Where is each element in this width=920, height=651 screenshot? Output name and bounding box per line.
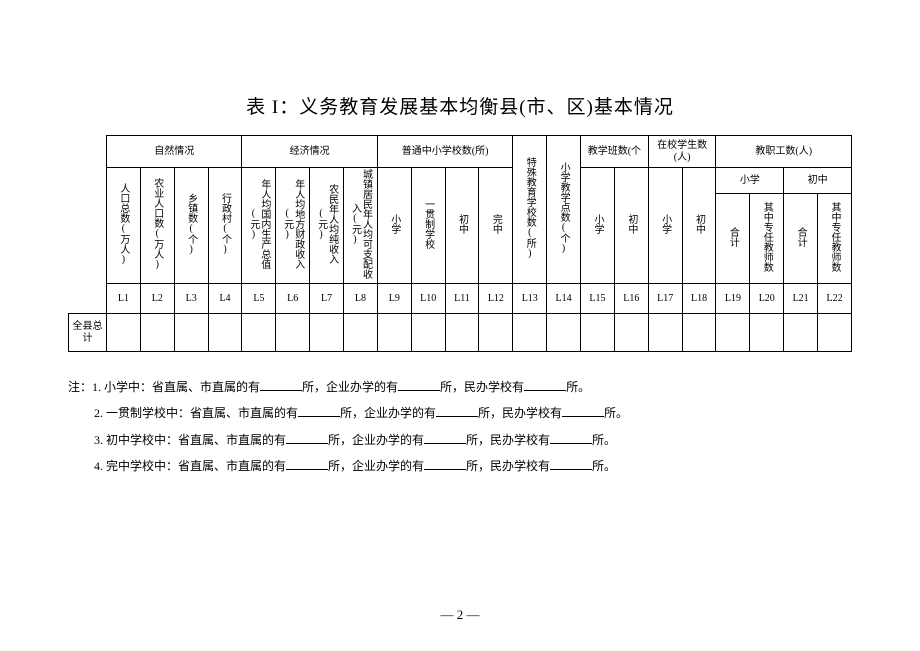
- note-1: 注：1. 小学中：省直属、市直属的有所，企业办学的有所，民办学校有所。: [68, 374, 852, 400]
- col-villages: 行政村(个): [208, 168, 242, 284]
- code-l16: L16: [614, 284, 648, 314]
- data-cell: [479, 314, 513, 352]
- data-cell: [411, 314, 445, 352]
- col-class-primary: 小学: [581, 168, 615, 284]
- code-l13: L13: [513, 284, 547, 314]
- col-complete: 完中: [479, 168, 513, 284]
- code-l6: L6: [276, 284, 310, 314]
- data-cell: [310, 314, 344, 352]
- col-special-schools: 特殊教育学校数(所): [513, 136, 547, 284]
- col-primary: 小学: [377, 168, 411, 284]
- data-cell: [547, 314, 581, 352]
- data-cell: [716, 314, 750, 352]
- col-junior: 初中: [445, 168, 479, 284]
- code-l15: L15: [581, 284, 615, 314]
- note-2: 2. 一贯制学校中：省直属、市直属的有所，企业办学的有所，民办学校有所。: [68, 400, 852, 426]
- col-fiscal: 年人均地方财政收入(元): [276, 168, 310, 284]
- group-staff: 教职工数(人): [716, 136, 852, 168]
- table-title: 表 I：义务教育发展基本均衡县(市、区)基本情况: [0, 0, 920, 135]
- data-cell: [614, 314, 648, 352]
- col-staff-primary-total: 合计: [716, 194, 750, 284]
- col-agri-pop: 农业人口数(万人): [140, 168, 174, 284]
- col-urban-income: 城镇居民年人均可支配收入(元): [344, 168, 378, 284]
- code-l17: L17: [648, 284, 682, 314]
- code-l4: L4: [208, 284, 242, 314]
- group-students: 在校学生数(人): [648, 136, 716, 168]
- table-container: 自然情况 经济情况 普通中小学校数(所) 特殊教育学校数(所) 小学教学点数(个…: [0, 135, 920, 352]
- code-l2: L2: [140, 284, 174, 314]
- col-staff-junior-total: 合计: [784, 194, 818, 284]
- code-l19: L19: [716, 284, 750, 314]
- code-l22: L22: [818, 284, 852, 314]
- group-economic: 经济情况: [242, 136, 377, 168]
- col-student-primary: 小学: [648, 168, 682, 284]
- code-l11: L11: [445, 284, 479, 314]
- main-table: 自然情况 经济情况 普通中小学校数(所) 特殊教育学校数(所) 小学教学点数(个…: [68, 135, 852, 352]
- col-student-junior: 初中: [682, 168, 716, 284]
- col-farmer-income: 农民年人均纯收入(元): [310, 168, 344, 284]
- staff-primary-header: 小学: [716, 168, 784, 194]
- code-l8: L8: [344, 284, 378, 314]
- data-cell: [513, 314, 547, 352]
- data-cell: [784, 314, 818, 352]
- col-teaching-points: 小学教学点数(个): [547, 136, 581, 284]
- data-cell: [682, 314, 716, 352]
- notes-section: 注：1. 小学中：省直属、市直属的有所，企业办学的有所，民办学校有所。 2. 一…: [0, 352, 920, 480]
- data-cell: [581, 314, 615, 352]
- row-label-total: 全县总计: [69, 314, 107, 352]
- page-number: — 2 —: [0, 607, 920, 623]
- code-l7: L7: [310, 284, 344, 314]
- data-cell: [818, 314, 852, 352]
- code-l9: L9: [377, 284, 411, 314]
- data-cell: [648, 314, 682, 352]
- blank-corner: [69, 136, 107, 284]
- data-cell: [242, 314, 276, 352]
- col-staff-junior-teacher: 其中专任教师数: [818, 194, 852, 284]
- staff-junior-header: 初中: [784, 168, 852, 194]
- data-cell: [174, 314, 208, 352]
- group-classes: 教学班数(个: [581, 136, 649, 168]
- data-cell: [276, 314, 310, 352]
- col-gdp: 年人均国内生产总值(元): [242, 168, 276, 284]
- code-l18: L18: [682, 284, 716, 314]
- col-class-junior: 初中: [614, 168, 648, 284]
- data-cell: [445, 314, 479, 352]
- code-l21: L21: [784, 284, 818, 314]
- code-l14: L14: [547, 284, 581, 314]
- col-population: 人口总数(万人): [107, 168, 141, 284]
- code-row: L1 L2 L3 L4 L5 L6 L7 L8 L9 L10 L11 L12 L…: [69, 284, 852, 314]
- col-towns: 乡镇数(个): [174, 168, 208, 284]
- code-l1: L1: [107, 284, 141, 314]
- data-cell: [344, 314, 378, 352]
- data-cell: [377, 314, 411, 352]
- col-staff-primary-teacher: 其中专任教师数: [750, 194, 784, 284]
- note-4: 4. 完中学校中：省直属、市直属的有所，企业办学的有所，民办学校有所。: [68, 453, 852, 479]
- group-schools: 普通中小学校数(所): [377, 136, 512, 168]
- code-l12: L12: [479, 284, 513, 314]
- data-row-total: 全县总计: [69, 314, 852, 352]
- header-row-1: 自然情况 经济情况 普通中小学校数(所) 特殊教育学校数(所) 小学教学点数(个…: [69, 136, 852, 168]
- code-l5: L5: [242, 284, 276, 314]
- data-cell: [107, 314, 141, 352]
- code-l10: L10: [411, 284, 445, 314]
- data-cell: [750, 314, 784, 352]
- data-cell: [208, 314, 242, 352]
- code-l3: L3: [174, 284, 208, 314]
- group-natural: 自然情况: [107, 136, 242, 168]
- note-3: 3. 初中学校中：省直属、市直属的有所，企业办学的有所，民办学校有所。: [68, 427, 852, 453]
- col-combined: 一贯制学校: [411, 168, 445, 284]
- header-row-2: 人口总数(万人) 农业人口数(万人) 乡镇数(个) 行政村(个) 年人均国内生产…: [69, 168, 852, 194]
- data-cell: [140, 314, 174, 352]
- code-l20: L20: [750, 284, 784, 314]
